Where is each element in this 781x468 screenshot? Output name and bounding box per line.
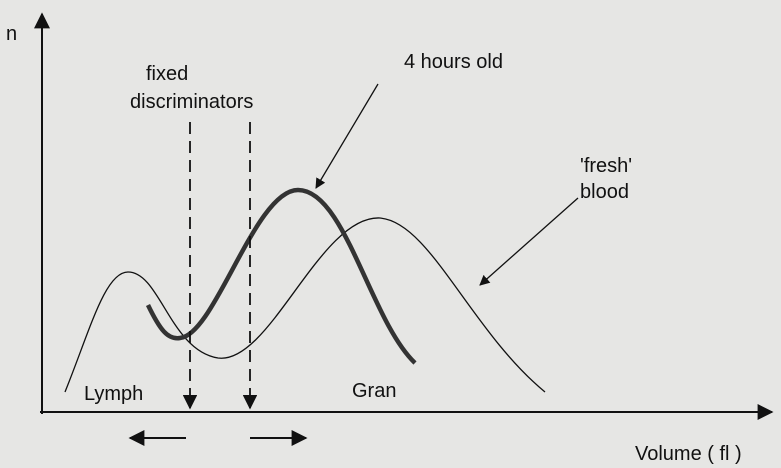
pointer-arrow <box>315 83 379 189</box>
annotation: 'fresh' <box>580 155 632 177</box>
annotation: 4 hours old <box>404 51 503 73</box>
old-curve <box>145 187 417 365</box>
annotation: discriminators <box>130 91 253 113</box>
y-axis-label: n <box>6 23 17 45</box>
pointer-arrow <box>479 197 579 286</box>
annotation: blood <box>580 181 629 203</box>
fresh-curve <box>64 217 546 393</box>
region-label: Lymph <box>84 383 143 405</box>
annotation: fixed <box>146 63 188 85</box>
x-axis-label: Volume ( fl ) <box>635 443 742 465</box>
region-label: Gran <box>352 380 396 402</box>
